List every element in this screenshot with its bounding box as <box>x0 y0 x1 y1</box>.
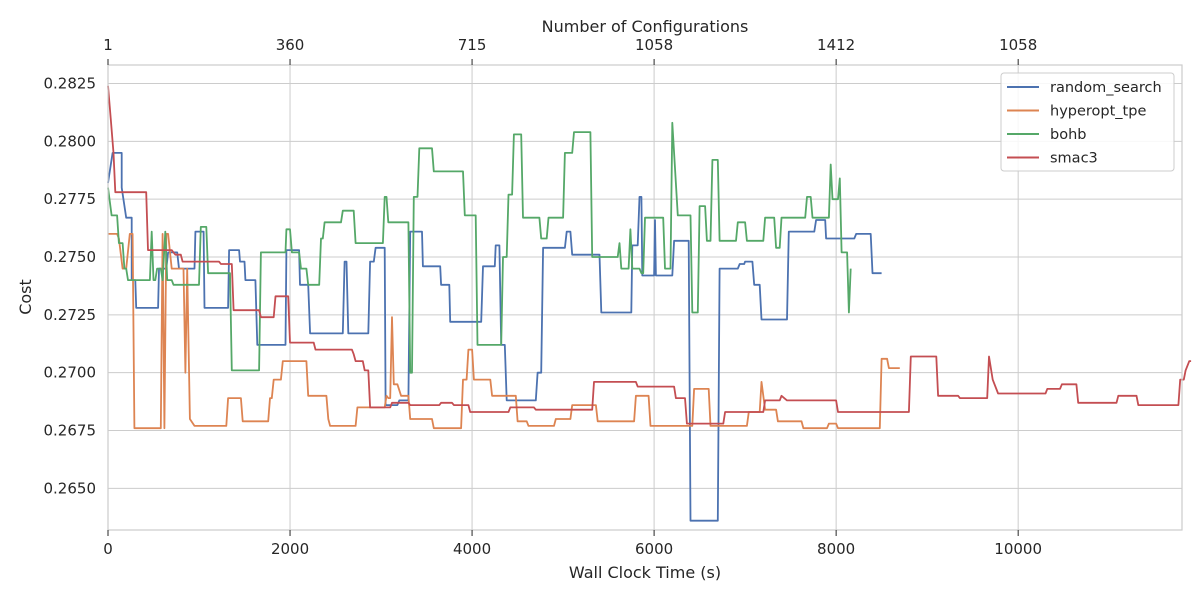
series-line-random-search <box>107 152 882 522</box>
plot-frame <box>107 64 1183 531</box>
y-tick-label: 0.2750 <box>44 248 97 266</box>
y-axis-title: Cost <box>16 279 35 315</box>
x-tick-label: 6000 <box>635 540 673 558</box>
legend-label: bohb <box>1050 127 1086 143</box>
series-lines <box>107 85 1192 522</box>
x-tick-label: 2000 <box>271 540 309 558</box>
axes-frame <box>107 64 1183 531</box>
top-tick-label: 715 <box>458 36 487 54</box>
y-tick-label: 0.2700 <box>44 364 97 382</box>
legend-label: hyperopt_tpe <box>1050 104 1146 120</box>
x-axis-title: Wall Clock Time (s) <box>569 563 721 582</box>
y-tick-label: 0.2825 <box>44 75 97 93</box>
top-tick-label: 1058 <box>635 36 673 54</box>
tick-labels: 0.2650 0.2675 0.2700 0.2725 0.2750 0.2775 0.28… <box>44 36 1043 558</box>
series-line-bohb <box>107 121 852 374</box>
series-line-smac3 <box>107 85 1192 425</box>
top-tick-label: 1412 <box>817 36 855 54</box>
y-tick-label: 0.2725 <box>44 306 97 324</box>
legend-label: smac3 <box>1050 151 1098 167</box>
x-tick-label: 10000 <box>994 540 1042 558</box>
top-tick-label: 1058 <box>999 36 1037 54</box>
x-tick-label: 0 <box>103 540 113 558</box>
x-tick-label: 8000 <box>817 540 855 558</box>
x-tick-label: 4000 <box>453 540 491 558</box>
legend-label: random_search <box>1050 80 1162 96</box>
y-tick-label: 0.2675 <box>44 422 97 440</box>
top-axis-title: Number of Configurations <box>542 17 749 36</box>
y-tick-label: 0.2775 <box>44 190 97 208</box>
y-tick-label: 0.2800 <box>44 132 97 150</box>
legend-box <box>1000 72 1175 172</box>
y-tick-label: 0.2650 <box>44 479 97 497</box>
top-tick-label: 1 <box>103 36 113 54</box>
top-tick-label: 360 <box>276 36 305 54</box>
